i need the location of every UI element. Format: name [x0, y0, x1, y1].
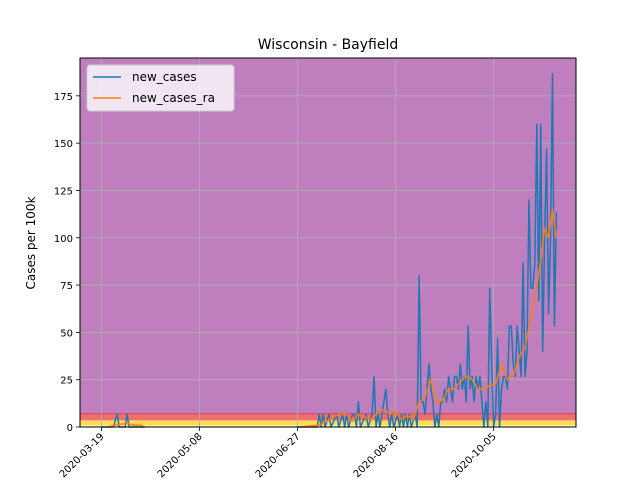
y-tick-label: 75 [60, 281, 73, 292]
background-bands [80, 58, 576, 427]
y-tick-label: 25 [60, 376, 73, 387]
series-line-new_cases [297, 72, 558, 428]
y-axis-label: Cases per 100k [24, 196, 38, 289]
legend-label: new_cases_ra [132, 91, 215, 105]
x-tick-label: 2020-08-16 [352, 431, 401, 480]
x-tick-label: 2020-03-19 [58, 431, 107, 480]
x-tick-label: 2020-06-27 [254, 431, 303, 480]
y-axis: 0 25 50 75 100 125 150 175 [54, 92, 80, 434]
y-tick-label: 175 [54, 92, 73, 103]
legend: new_cases new_cases_ra [86, 64, 235, 112]
series-line-new_cases_ra [297, 208, 558, 428]
x-tick-label: 2020-10-05 [450, 431, 499, 480]
plot-frame [79, 57, 577, 428]
y-tick-label: 100 [54, 234, 73, 245]
risk-band-1 [80, 420, 576, 426]
risk-band-0 [80, 425, 576, 427]
y-tick-label: 50 [60, 328, 73, 339]
legend-box [86, 64, 235, 112]
series-line-new_cases_ra [107, 422, 146, 428]
x-tick-label: 2020-05-08 [156, 431, 205, 480]
x-axis: 2020-03-19 2020-05-08 2020-06-27 2020-08-16… [58, 427, 499, 480]
chart-title: Wisconsin - Bayfield [258, 37, 399, 53]
legend-label: new_cases [132, 70, 197, 84]
series-layer [101, 72, 558, 428]
y-tick-label: 125 [54, 186, 73, 197]
y-tick-label: 150 [54, 139, 73, 150]
series-new_cases_ra [107, 208, 558, 428]
y-tick-label: 0 [67, 423, 73, 434]
